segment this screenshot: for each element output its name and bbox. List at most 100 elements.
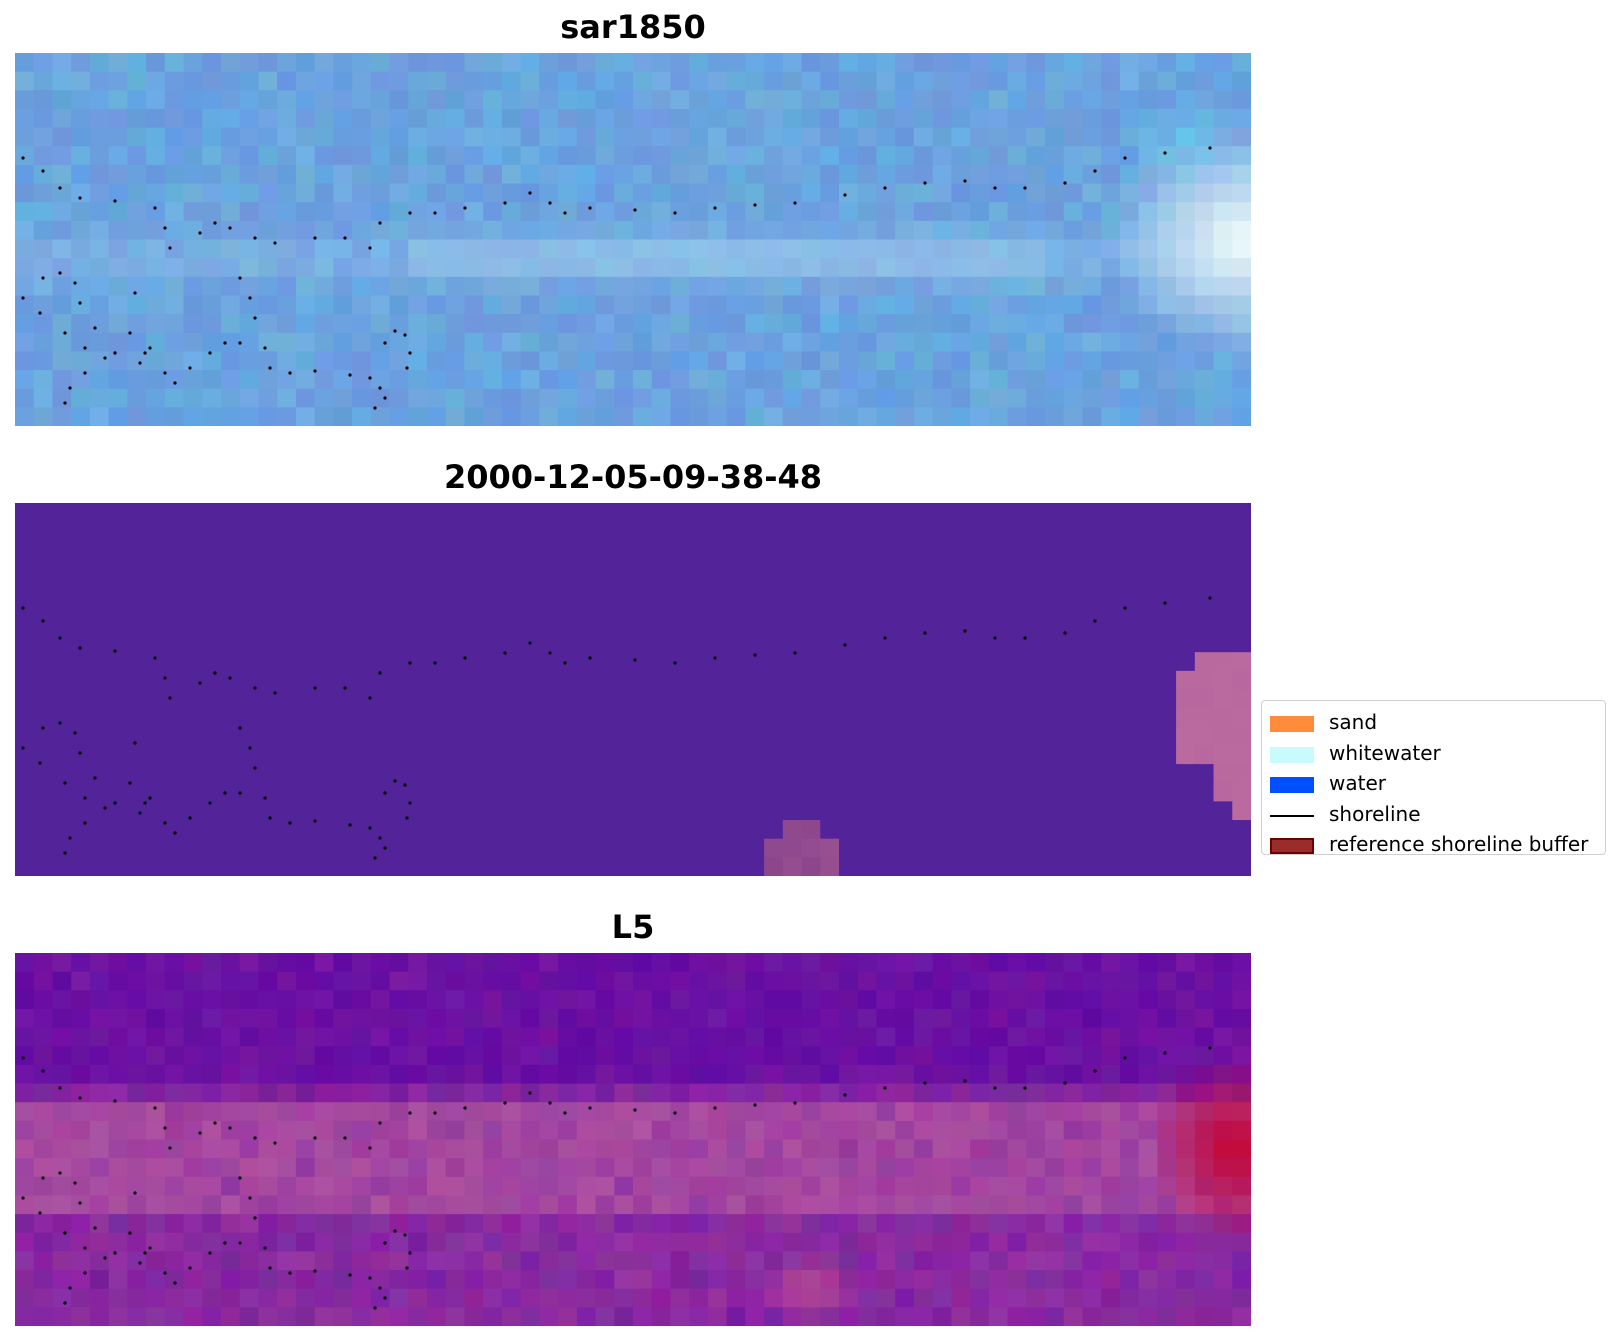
pixel-cell <box>389 1027 409 1047</box>
pixel-cell <box>745 1176 765 1197</box>
pixel-cell <box>988 164 1009 185</box>
pixel-cell <box>1213 1307 1233 1326</box>
pixel-cell <box>89 370 110 390</box>
pixel-cell <box>1138 1251 1158 1271</box>
pixel-cell <box>239 1232 260 1252</box>
pixel-cell <box>801 540 821 560</box>
pixel-cell <box>801 370 821 390</box>
pixel-cell <box>164 782 185 802</box>
pixel-cell <box>501 577 522 597</box>
pixel-cell <box>1194 1270 1215 1290</box>
pixel-cell <box>651 127 672 147</box>
shoreline-point <box>1063 631 1067 635</box>
pixel-cell <box>876 220 896 241</box>
pixel-cell <box>389 764 409 784</box>
pixel-cell <box>1138 745 1158 765</box>
pixel-cell <box>71 220 91 241</box>
pixel-cell <box>33 838 54 858</box>
pixel-cell <box>670 53 690 73</box>
pixel-cell <box>239 726 260 747</box>
pixel-cell <box>1082 1064 1102 1085</box>
pixel-cell <box>33 801 54 821</box>
pixel-cell <box>670 351 690 371</box>
pixel-cell <box>277 1120 297 1141</box>
pixel-cell <box>277 202 297 222</box>
pixel-cell <box>164 1232 185 1252</box>
pixel-cell <box>520 801 540 821</box>
pixel-cell <box>164 183 185 203</box>
pixel-cell <box>595 801 615 821</box>
pixel-cell <box>1194 1008 1215 1029</box>
pixel-cell <box>1176 953 1196 973</box>
pixel-cell <box>1194 764 1215 784</box>
pixel-cell <box>932 820 952 840</box>
pixel-cell <box>670 1214 690 1234</box>
pixel-cell <box>670 1120 690 1141</box>
pixel-cell <box>258 1270 278 1290</box>
pixel-cell <box>857 953 878 973</box>
pixel-cell <box>1157 1027 1177 1047</box>
pixel-cell <box>876 332 896 352</box>
pixel-cell <box>820 1046 840 1066</box>
pixel-cell <box>895 407 915 426</box>
pixel-cell <box>501 1251 522 1271</box>
pixel-cell <box>108 820 128 840</box>
pixel-cell <box>15 1008 35 1029</box>
pixel-cell <box>1101 1214 1121 1234</box>
pixel-cell <box>202 332 222 352</box>
pixel-cell <box>764 370 784 390</box>
pixel-cell <box>1194 1307 1215 1326</box>
pixel-cell <box>820 558 840 579</box>
pixel-cell <box>913 1176 934 1197</box>
pixel-cell <box>164 577 185 597</box>
pixel-cell <box>951 764 971 784</box>
pixel-cell <box>633 164 653 185</box>
pixel-cell <box>932 1027 952 1047</box>
pixel-cell <box>707 971 728 991</box>
pixel-cell <box>651 801 672 821</box>
pixel-cell <box>221 1176 241 1197</box>
pixel-cell <box>558 708 578 728</box>
pixel-cell <box>876 726 896 747</box>
pixel-cell <box>1119 1027 1140 1047</box>
pixel-cell <box>239 596 260 616</box>
pixel-cell <box>146 1251 166 1271</box>
pixel-cell <box>501 332 522 352</box>
pixel-cell <box>52 1307 72 1326</box>
pixel-cell <box>520 1064 540 1085</box>
shoreline-point <box>83 371 87 375</box>
pixel-cell <box>1176 558 1196 579</box>
pixel-cell <box>1045 689 1065 709</box>
pixel-cell <box>146 127 166 147</box>
shoreline-point <box>383 341 387 345</box>
pixel-cell <box>726 726 746 747</box>
shoreline-point <box>1163 151 1167 155</box>
shoreline-point <box>63 781 67 785</box>
pixel-cell <box>127 1046 147 1066</box>
pixel-cell <box>820 782 840 802</box>
pixel-cell <box>520 596 540 616</box>
pixel-cell <box>576 1046 597 1066</box>
pixel-cell <box>764 521 784 541</box>
pixel-cell <box>520 1008 540 1029</box>
pixel-cell <box>1176 1139 1196 1159</box>
pixel-cell <box>333 838 353 858</box>
pixel-cell <box>1119 782 1140 802</box>
pixel-cell <box>483 689 503 709</box>
pixel-cell <box>239 708 260 728</box>
shoreline-point <box>383 396 387 400</box>
pixel-cell <box>689 577 709 597</box>
pixel-cell <box>1045 1139 1065 1159</box>
pixel-cell <box>1082 1120 1102 1141</box>
pixel-cell <box>614 1120 634 1141</box>
pixel-cell <box>857 633 878 653</box>
pixel-cell <box>876 1008 896 1029</box>
pixel-cell <box>951 295 971 315</box>
pixel-cell <box>464 295 484 315</box>
pixel-cell <box>988 202 1009 222</box>
shoreline-point <box>138 1261 142 1265</box>
shoreline-point <box>208 801 212 805</box>
pixel-cell <box>913 820 934 840</box>
pixel-cell <box>689 596 709 616</box>
pixel-cell <box>932 521 952 541</box>
